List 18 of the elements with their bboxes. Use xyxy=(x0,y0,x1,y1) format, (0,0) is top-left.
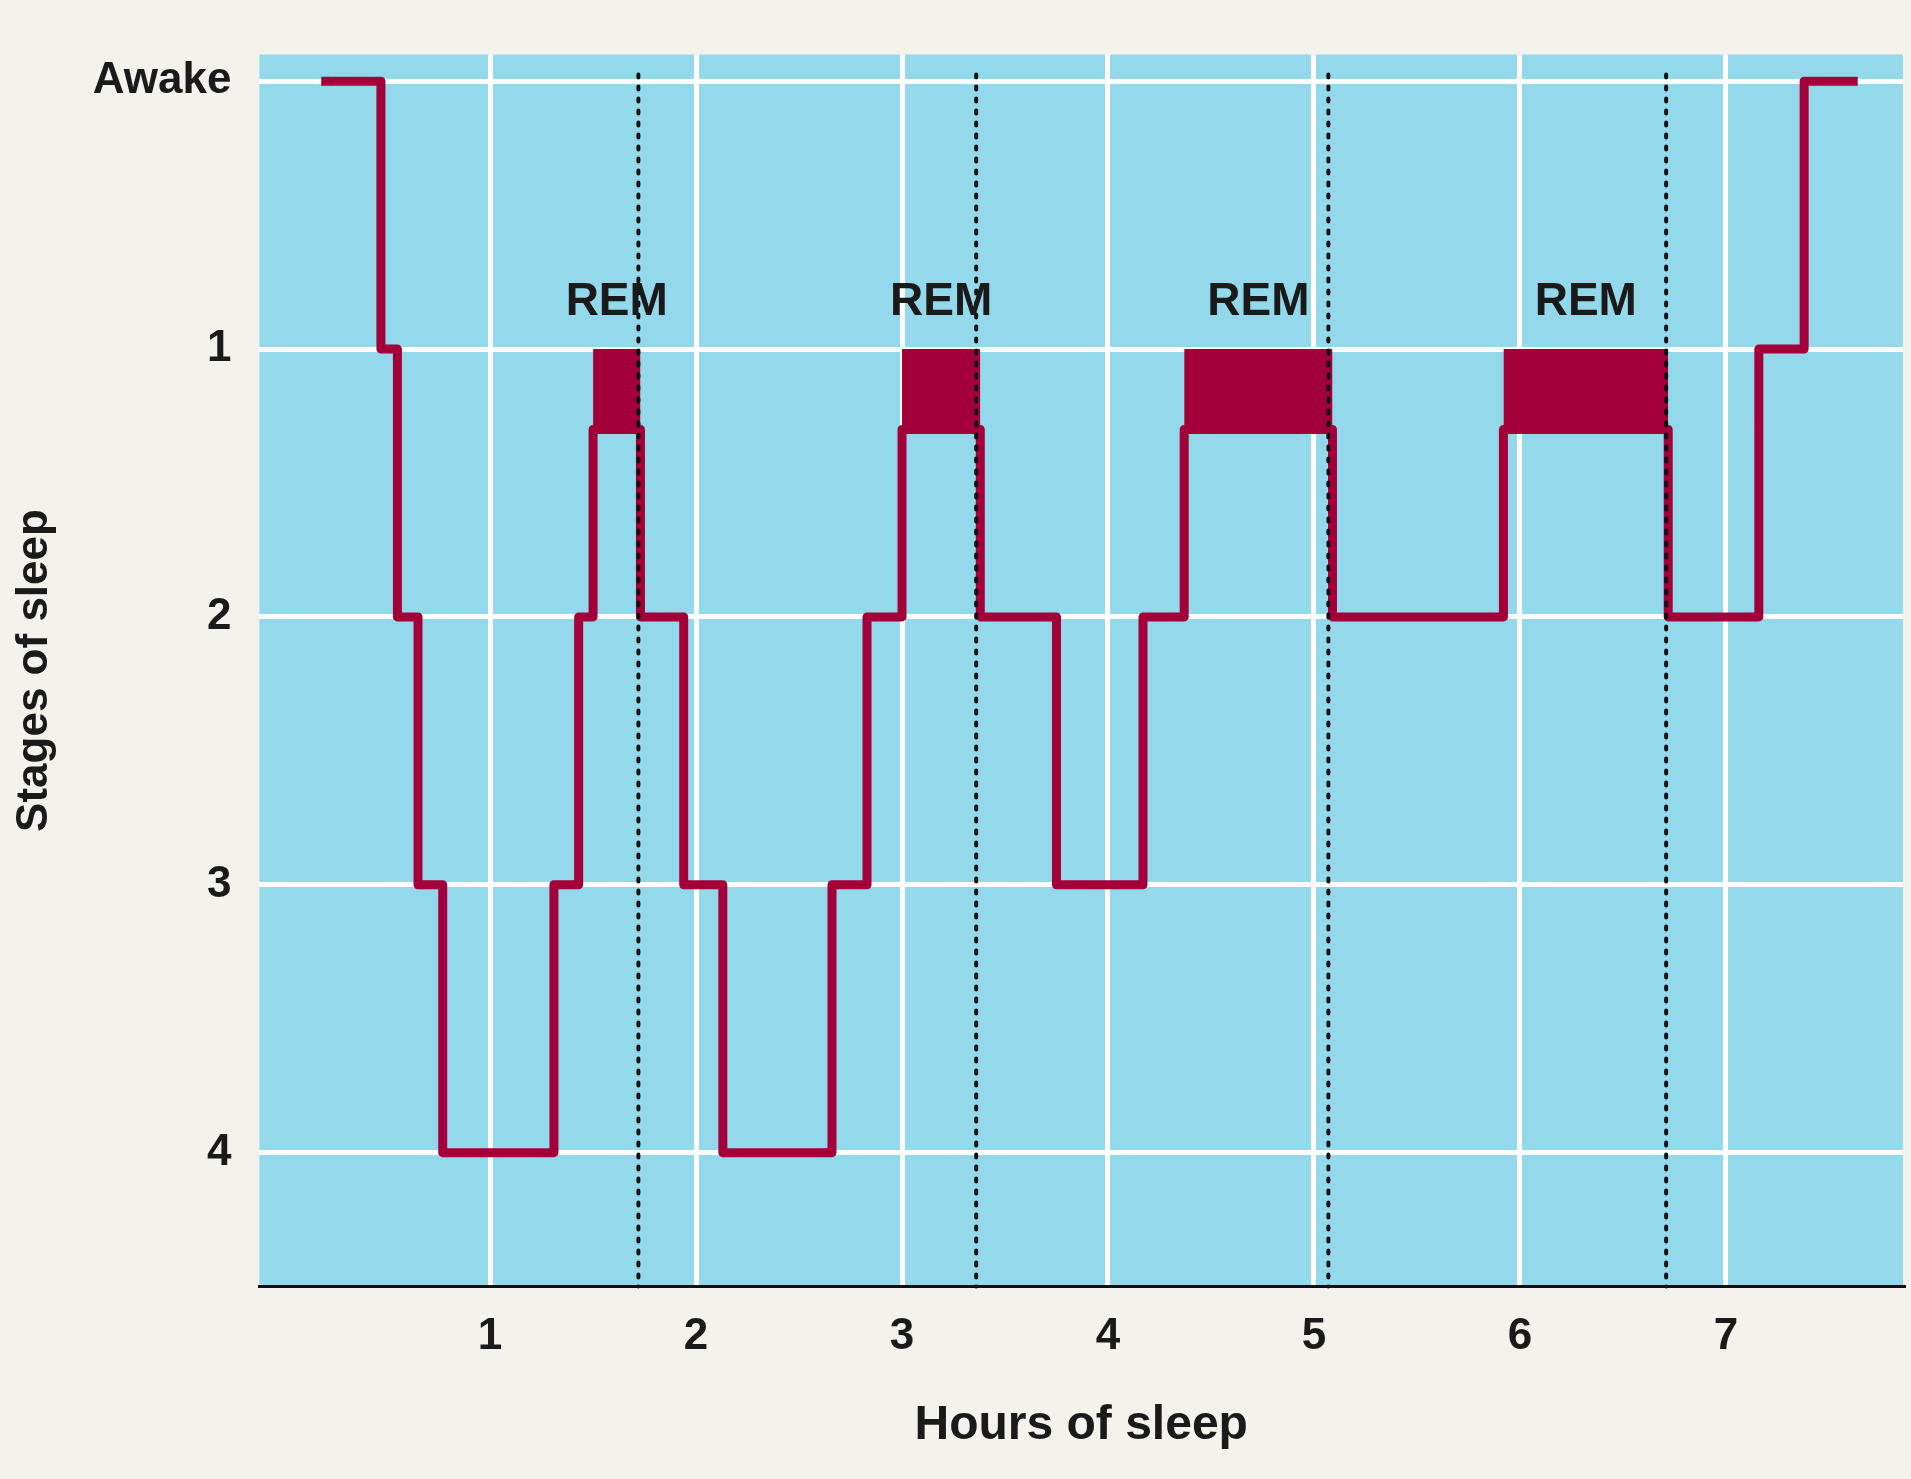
x-tick-label: 4 xyxy=(1095,1309,1121,1359)
y-tick-label: 4 xyxy=(206,1124,232,1174)
x-tick-label: 7 xyxy=(1713,1309,1739,1359)
annotation: REM xyxy=(1534,272,1637,325)
x-axis-title: Hours of sleep xyxy=(914,1396,1248,1450)
x-tick-label: 6 xyxy=(1507,1309,1533,1359)
y-axis-title: Stages of sleep xyxy=(6,509,56,832)
y-tick-label: 1 xyxy=(206,321,232,371)
y-tick-label: 3 xyxy=(206,856,232,906)
x-tick-label: 1 xyxy=(477,1309,503,1359)
annotation: REM xyxy=(890,272,993,325)
x-tick-label: 3 xyxy=(889,1309,915,1359)
y-tick-label: Awake xyxy=(92,53,232,103)
annotation: REM xyxy=(565,272,668,325)
x-tick-label: 5 xyxy=(1301,1309,1327,1359)
x-tick-label: 2 xyxy=(683,1309,709,1359)
y-tick-label: 2 xyxy=(206,589,232,639)
annotation: REM xyxy=(1207,272,1310,325)
